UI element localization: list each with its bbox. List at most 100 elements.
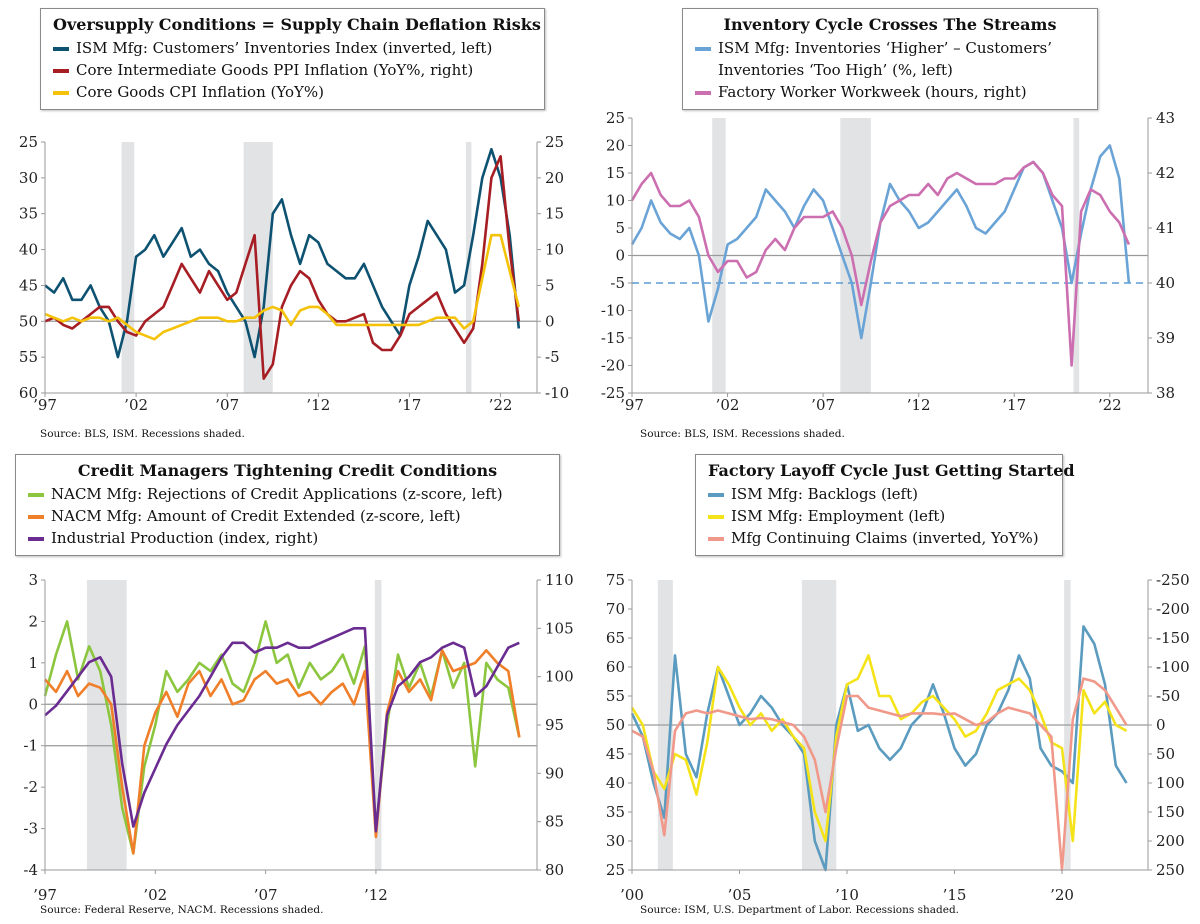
x-tick-label: ’22 <box>489 396 513 414</box>
legend-box-4: Factory Layoff Cycle Just Getting Starte… <box>695 454 1075 556</box>
recession-shade <box>86 580 127 870</box>
series-line-3 <box>44 233 521 341</box>
legend-label: ISM Mfg: Employment (left) <box>731 507 946 525</box>
legend-box-2: Inventory Cycle Crosses The Streams ISM … <box>682 8 1098 110</box>
right-tick-label: 10 <box>545 241 564 259</box>
legend-item-rejections: NACM Mfg: Rejections of Credit Applicati… <box>28 483 547 505</box>
right-tick-label: 15 <box>545 205 564 223</box>
series-line-2 <box>44 649 521 855</box>
legend-item-credit-extended: NACM Mfg: Amount of Credit Extended (z-s… <box>28 505 547 527</box>
legend-label: NACM Mfg: Amount of Credit Extended (z-s… <box>51 507 461 525</box>
right-tick-label: -150 <box>1156 629 1190 647</box>
chart-title-1: Oversupply Conditions = Supply Chain Def… <box>53 15 541 34</box>
left-tick-label: 35 <box>606 803 625 821</box>
x-tick-label: ’15 <box>943 886 967 904</box>
chart-plot-2: 25 20 15 10 5 0 -5 -10 -15 -20 -25 43 42 41 40 39 38 ’97 ’… <box>601 109 1175 414</box>
right-tick-label: 39 <box>1156 329 1175 347</box>
x-tick-label: ’07 <box>254 886 278 904</box>
legend-swatch <box>708 515 724 519</box>
source-note-4: Source: ISM, U.S. Department of Labor. R… <box>640 904 960 916</box>
left-tick-label: 35 <box>19 205 38 223</box>
chart-panel-3: 3 2 1 0 -1 -2 -3 -4 110 105 100 95 90 85 80 ’97 ’02 ’07 ’1… <box>0 454 600 924</box>
chart-plot-1: 25303540455055602520151050-5-10’97’02’07… <box>19 133 569 414</box>
legend-label: Factory Worker Workweek (hours, right) <box>718 83 1027 101</box>
right-tick-label: 80 <box>545 861 564 879</box>
right-tick-label: 25 <box>545 133 564 151</box>
legend-swatch <box>53 47 69 51</box>
legend-item-ppi: Core Intermediate Goods PPI Inflation (Y… <box>53 59 532 81</box>
series-line-2 <box>630 654 1128 843</box>
right-tick-label: 85 <box>545 813 564 831</box>
left-tick-label: 25 <box>19 133 38 151</box>
left-tick-label: 60 <box>19 384 38 402</box>
right-tick-label: -250 <box>1156 571 1190 589</box>
legend-label: Mfg Continuing Claims (inverted, YoY%) <box>731 529 1039 547</box>
chart-plot-4: 75 70 65 60 55 50 45 40 35 30 25 -250 -200 -150 -100 -5… <box>606 571 1190 904</box>
left-tick-label: 40 <box>19 241 38 259</box>
x-tick-label: ’22 <box>1098 396 1122 414</box>
x-tick-label: ’02 <box>143 886 167 904</box>
legend-swatch <box>708 493 724 497</box>
left-tick-label: 50 <box>606 716 625 734</box>
series-line-1 <box>630 144 1131 340</box>
chart-panel-1: 25 30 35 40 45 50 55 60 25 20 15 10 5 0 -5 -10’97’02’07… <box>0 0 600 462</box>
series-line-1 <box>630 625 1128 872</box>
left-tick-label: 5 <box>615 219 625 237</box>
legend-item-inventories-spread: ISM Mfg: Inventories ‘Higher’ – Customer… <box>695 37 1085 81</box>
legend-swatch <box>695 47 711 51</box>
chart-title-2: Inventory Cycle Crosses The Streams <box>723 15 1057 34</box>
left-tick-label: 60 <box>606 658 625 676</box>
legend-item-employment: ISM Mfg: Employment (left) <box>708 505 1050 527</box>
left-tick-label: 45 <box>19 276 38 294</box>
left-tick-label: 70 <box>606 600 625 618</box>
left-tick-label: -1 <box>23 737 38 755</box>
left-tick-label: 15 <box>606 164 625 182</box>
left-tick-label: 50 <box>19 312 38 330</box>
legend-item-continuing-claims: Mfg Continuing Claims (inverted, YoY%) <box>708 527 1050 549</box>
right-tick-label: 90 <box>545 764 564 782</box>
right-tick-label: 38 <box>1156 384 1175 402</box>
recession-shade <box>465 142 472 393</box>
right-tick-label: -100 <box>1156 658 1190 676</box>
x-tick-label: ’07 <box>811 396 835 414</box>
legend-label: ISM Mfg: Backlogs (left) <box>731 485 918 503</box>
recession-shade <box>121 142 135 393</box>
x-tick-label: ’12 <box>306 396 330 414</box>
legend-label: Core Intermediate Goods PPI Inflation (Y… <box>76 61 474 79</box>
chart-title-4: Factory Layoff Cycle Just Getting Starte… <box>708 461 1075 480</box>
legend-swatch <box>53 91 69 95</box>
legend-item-backlogs: ISM Mfg: Backlogs (left) <box>708 483 1050 505</box>
left-tick-label: 0 <box>615 247 625 265</box>
x-tick-label: ’97 <box>620 396 644 414</box>
left-tick-label: -5 <box>610 274 625 292</box>
legend-label: Industrial Production (index, right) <box>51 529 319 547</box>
x-tick-label: ’20 <box>1050 886 1074 904</box>
left-tick-label: -15 <box>601 329 625 347</box>
legend-item-customers-inventories: ISM Mfg: Customers’ Inventories Index (i… <box>53 37 532 59</box>
x-tick-label: ’02 <box>716 396 740 414</box>
left-tick-label: 55 <box>606 687 625 705</box>
left-tick-label: 45 <box>606 745 625 763</box>
left-tick-label: -20 <box>601 357 625 375</box>
right-tick-label: 100 <box>545 668 574 686</box>
legend-box-3: Credit Managers Tightening Credit Condit… <box>15 454 560 556</box>
x-tick-label: ’10 <box>835 886 859 904</box>
right-tick-label: 50 <box>1156 745 1175 763</box>
legend-label: ISM Mfg: Customers’ Inventories Index (i… <box>76 39 493 57</box>
right-tick-label: -200 <box>1156 600 1190 618</box>
legend-item-industrial-production: Industrial Production (index, right) <box>28 527 547 549</box>
right-tick-label: -5 <box>545 348 560 366</box>
right-tick-label: 100 <box>1156 774 1185 792</box>
chart-panel-4: 75 70 65 60 55 50 45 40 35 30 25 -250 -200 -150 -100 -5… <box>600 454 1200 924</box>
left-tick-label: -2 <box>23 778 38 796</box>
left-tick-label: -10 <box>601 302 625 320</box>
left-tick-label: 25 <box>606 861 625 879</box>
left-tick-label: -4 <box>23 861 38 879</box>
right-tick-label: 0 <box>1156 716 1166 734</box>
source-note-3: Source: Federal Reserve, NACM. Recession… <box>40 904 324 916</box>
series-line-2 <box>44 155 521 381</box>
legend-item-workweek: Factory Worker Workweek (hours, right) <box>695 81 1085 103</box>
left-tick-label: 0 <box>28 695 38 713</box>
legend-label: ISM Mfg: Inventories ‘Higher’ – Customer… <box>718 39 1053 79</box>
legend-swatch <box>28 537 44 541</box>
